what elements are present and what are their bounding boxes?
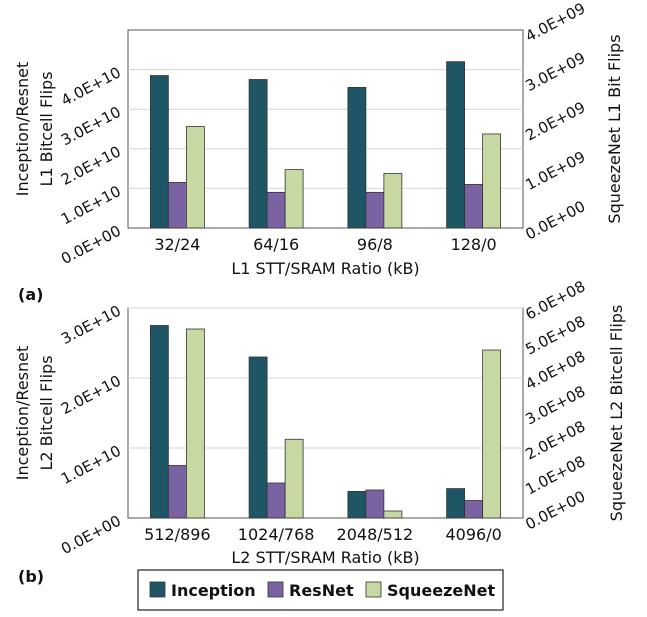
plot-frame: [127, 29, 524, 229]
bar-squeezenet: [185, 328, 205, 519]
x-tick-label: 96/8: [357, 235, 393, 254]
bar-inception: [347, 490, 367, 519]
panel-label: (b): [18, 567, 44, 586]
bar-resnet: [464, 184, 484, 229]
y-right-tick-label: 4.0E+09: [522, 0, 588, 46]
bar-resnet: [365, 489, 385, 519]
legend-label-resnet: ResNet: [289, 581, 354, 600]
bar-squeezenet: [185, 126, 205, 229]
y-right-axis-label: SqueezeNet L1 Bit Flips: [605, 34, 624, 223]
legend-swatch-inception: [149, 581, 166, 598]
bar-resnet: [266, 482, 286, 519]
x-tick-label: 128/0: [451, 235, 497, 254]
x-tick-label: 1024/768: [238, 525, 315, 544]
bar-squeezenet: [383, 173, 403, 229]
y-left-axis-label: Inception/Resnet: [13, 62, 32, 197]
x-tick-label: 4096/0: [445, 525, 501, 544]
bar-resnet: [464, 500, 484, 519]
bar-inception: [248, 79, 268, 229]
y-left-tick-label: 0.0E+00: [58, 512, 124, 558]
x-axis-label: L2 STT/SRAM Ratio (kB): [231, 548, 419, 567]
x-tick-label: 32/24: [154, 235, 200, 254]
bar-inception: [248, 356, 268, 519]
chart-l2: 0.0E+001.0E+102.0E+103.0E+100.0E+001.0E+…: [13, 277, 626, 586]
bar-squeezenet: [383, 510, 403, 519]
y-right-tick-label: 0.0E+00: [522, 197, 588, 243]
legend-swatch-squeezenet: [365, 581, 382, 598]
bar-squeezenet: [284, 438, 304, 519]
y-left-tick-label: 0.0E+00: [58, 222, 124, 268]
legend-label-squeezenet: SqueezeNet: [387, 581, 495, 600]
x-tick-label: 2048/512: [337, 525, 414, 544]
bar-squeezenet: [482, 133, 502, 229]
x-axis-label: L1 STT/SRAM Ratio (kB): [231, 259, 419, 278]
bar-resnet: [167, 182, 187, 229]
bar-inception: [347, 87, 367, 229]
legend-swatch-resnet: [267, 581, 284, 598]
legend-label-inception: Inception: [171, 581, 256, 600]
x-tick-label: 64/16: [253, 235, 299, 254]
y-right-tick-label: 1.0E+09: [522, 148, 588, 194]
y-left-tick-label: 2.0E+10: [58, 372, 124, 418]
legend: Inception ResNet SqueezeNet: [137, 569, 504, 611]
y-left-axis-label: L1 Bitcell Flips: [37, 71, 56, 186]
chart-l1: 0.0E+001.0E+102.0E+103.0E+104.0E+100.0E+…: [13, 0, 624, 304]
y-right-tick-label: 2.0E+09: [522, 98, 588, 144]
legend-box: [137, 569, 504, 611]
y-left-axis-label: L2 Bitcell Flips: [37, 355, 56, 470]
y-left-axis-label: Inception/Resnet: [13, 346, 32, 481]
y-left-tick-label: 3.0E+10: [58, 302, 124, 348]
bar-inception: [446, 488, 466, 519]
bar-squeezenet: [482, 349, 502, 519]
y-right-tick-label: 3.0E+09: [522, 49, 588, 95]
x-tick-label: 512/896: [144, 525, 210, 544]
bar-resnet: [266, 191, 286, 229]
panel-label: (a): [18, 285, 43, 304]
bar-inception: [446, 61, 466, 229]
bar-inception: [149, 325, 169, 519]
bar-inception: [149, 75, 169, 229]
y-left-tick-label: 1.0E+10: [58, 442, 124, 488]
bar-squeezenet: [284, 169, 304, 229]
bar-resnet: [167, 465, 187, 519]
y-right-axis-label: SqueezeNet L2 Bitcell Flips: [607, 305, 626, 522]
bar-resnet: [365, 191, 385, 229]
